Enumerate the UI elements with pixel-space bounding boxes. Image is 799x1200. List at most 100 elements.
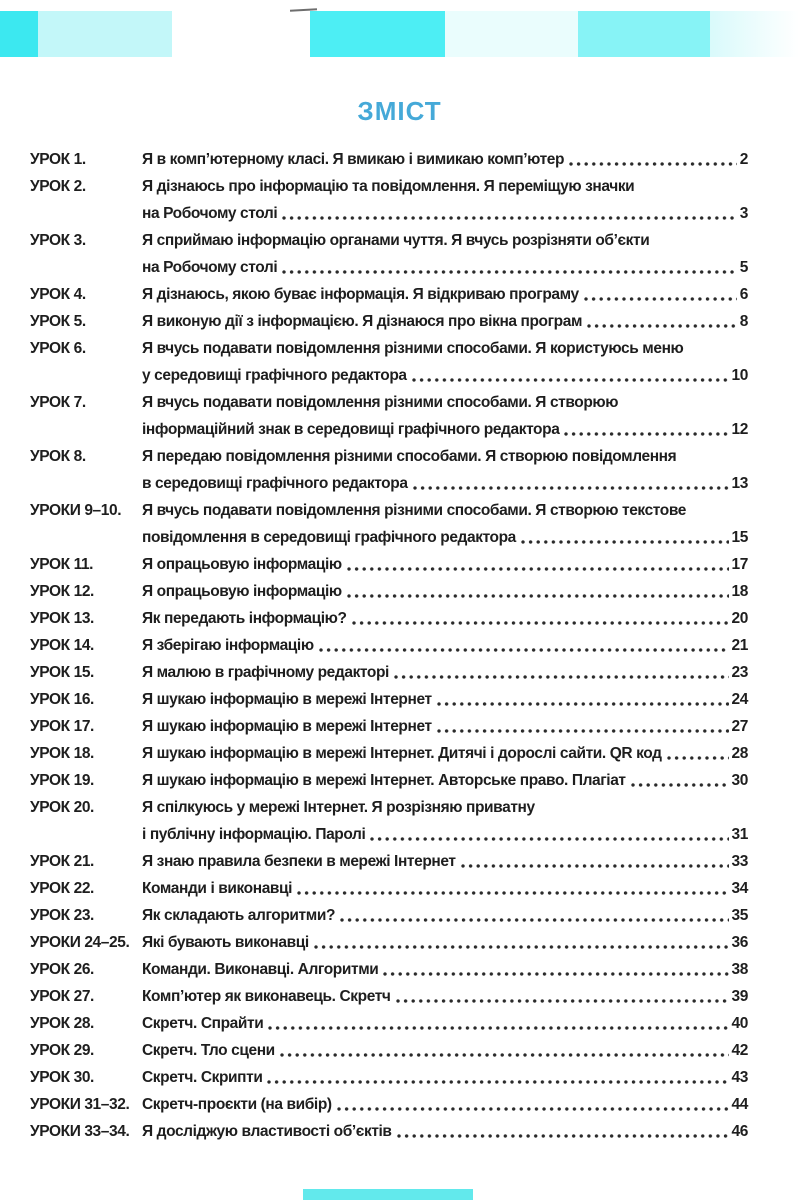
page-number: 2 <box>739 151 749 168</box>
lesson-title-last-line: повідомлення в середовищі графічного ред… <box>142 524 748 551</box>
lesson-body: Я вчусь подавати повідомлення різними сп… <box>142 389 748 443</box>
page-number: 20 <box>731 610 749 627</box>
toc-entry: УРОК 11. Я опрацьовую інформацію 17 <box>30 551 748 578</box>
lesson-title-last-line: інформаційний знак в середовищі графічно… <box>142 416 748 443</box>
lesson-body: Я вчусь подавати повідомлення різними сп… <box>142 335 748 389</box>
toc-entry: УРОКИ 31–32. Скретч-проєкти (на вибір) 44 <box>30 1091 748 1118</box>
lesson-title-last-line: Я шукаю інформацію в мережі Інтернет 24 <box>142 686 748 713</box>
dot-leader <box>460 848 729 875</box>
toc-entry: УРОК 13. Як передають інформацію? 20 <box>30 605 748 632</box>
lesson-body: Я шукаю інформацію в мережі Інтернет. Ди… <box>142 740 748 767</box>
lesson-number: УРОК 21. <box>30 853 94 870</box>
lesson-body: Скретч. Спрайти 40 <box>142 1010 748 1037</box>
dot-leader <box>520 524 729 551</box>
dot-leader <box>393 659 729 686</box>
dot-leader <box>297 875 729 902</box>
lesson-number: УРОК 19. <box>30 772 94 789</box>
page-number: 39 <box>731 988 749 1005</box>
toc-entry: УРОК 7. Я вчусь подавати повідомлення різ… <box>30 389 748 443</box>
lesson-body: Скретч. Скрипти 43 <box>142 1064 748 1091</box>
toc-entry: УРОКИ 24–25. Які бувають виконавці 36 <box>30 929 748 956</box>
lesson-number: УРОК 11. <box>30 556 94 573</box>
page-number: 3 <box>739 205 749 222</box>
toc-entry: УРОК 16. Я шукаю інформацію в мережі Інте… <box>30 686 748 713</box>
toc-entry: УРОК 12. Я опрацьовую інформацію 18 <box>30 578 748 605</box>
lesson-title: Я виконую дії з інформацією. Я дізнаюся … <box>142 313 583 330</box>
lesson-body: Я шукаю інформацію в мережі Інтернет. Ав… <box>142 767 748 794</box>
page-number: 30 <box>731 772 749 789</box>
lesson-title: Скретч. Тло сцени <box>142 1042 275 1059</box>
lesson-title-last-line: Я виконую дії з інформацією. Я дізнаюся … <box>142 308 748 335</box>
toc-entry: УРОК 29. Скретч. Тло сцени 42 <box>30 1037 748 1064</box>
lesson-number: УРОК 20. <box>30 799 94 816</box>
lesson-number: УРОК 28. <box>30 1015 94 1032</box>
lesson-number: УРОКИ 9–10. <box>30 502 122 519</box>
lesson-body: Я дізнаюсь про інформацію та повідомленн… <box>142 173 748 227</box>
toc-entry: УРОК 28. Скретч. Спрайти 40 <box>30 1010 748 1037</box>
page-number: 24 <box>731 691 749 708</box>
lesson-title-last-line: в середовищі графічного редактора 13 <box>142 470 748 497</box>
toc-entry: УРОКИ 33–34. Я досліджую властивості об’є… <box>30 1118 748 1145</box>
lesson-title-last-line: Скретч. Спрайти 40 <box>142 1010 748 1037</box>
lesson-title-last-line: Команди і виконавці 34 <box>142 875 748 902</box>
toc-entry: УРОК 18. Я шукаю інформацію в мережі Інте… <box>30 740 748 767</box>
lesson-title-last-line: Я знаю правила безпеки в мережі Інтернет… <box>142 848 748 875</box>
page-number: 18 <box>731 583 749 600</box>
dot-leader <box>411 362 729 389</box>
toc-entry: УРОК 4. Я дізнаюсь, якою буває інформація… <box>30 281 748 308</box>
lesson-body: Я виконую дії з інформацією. Я дізнаюся … <box>142 308 748 335</box>
page-number: 34 <box>731 880 749 897</box>
page-number: 13 <box>731 475 749 492</box>
page-number: 12 <box>731 421 749 438</box>
dot-leader <box>587 308 737 335</box>
lesson-number: УРОК 23. <box>30 907 94 924</box>
lesson-title: повідомлення в середовищі графічного ред… <box>142 529 516 546</box>
lesson-number: УРОК 27. <box>30 988 94 1005</box>
lesson-number: УРОК 3. <box>30 232 86 249</box>
lesson-body: Я малюю в графічному редакторі 23 <box>142 659 748 686</box>
lesson-title: Я досліджую властивості об’єктів <box>142 1123 392 1140</box>
lesson-number: УРОКИ 24–25. <box>30 934 130 951</box>
lesson-title-last-line: Скретч. Скрипти 43 <box>142 1064 748 1091</box>
page-number: 5 <box>739 259 749 276</box>
lesson-title: Я дізнаюсь, якою буває інформація. Я від… <box>142 286 579 303</box>
dot-leader <box>313 929 729 956</box>
decor-bar-top-left-bright <box>0 11 38 57</box>
dot-leader <box>279 1037 729 1064</box>
lesson-title-last-line: на Робочому столі 3 <box>142 200 748 227</box>
lesson-title-line: Я спілкуюсь у мережі Інтернет. Я розрізн… <box>142 799 535 816</box>
lesson-body: Я дізнаюсь, якою буває інформація. Я від… <box>142 281 748 308</box>
page-number: 42 <box>731 1042 749 1059</box>
page-number: 10 <box>731 367 749 384</box>
lesson-title: Які бувають виконавці <box>142 934 309 951</box>
dot-leader <box>436 713 729 740</box>
lesson-number: УРОК 26. <box>30 961 94 978</box>
lesson-title-last-line: Я в комп’ютерному класі. Я вмикаю і вими… <box>142 146 748 173</box>
lesson-body: Я вчусь подавати повідомлення різними сп… <box>142 497 748 551</box>
toc-entry: УРОК 22. Команди і виконавці 34 <box>30 875 748 902</box>
lesson-title-line: Я вчусь подавати повідомлення різними сп… <box>142 502 686 519</box>
lesson-body: Скретч. Тло сцени 42 <box>142 1037 748 1064</box>
lesson-number: УРОК 18. <box>30 745 94 762</box>
toc-entry: УРОК 20. Я спілкуюсь у мережі Інтернет. Я… <box>30 794 748 848</box>
dot-leader <box>569 146 737 173</box>
page-number: 33 <box>731 853 749 870</box>
page-number: 23 <box>731 664 749 681</box>
lesson-title: Як складають алгоритми? <box>142 907 336 924</box>
lesson-title-line: Я дізнаюсь про інформацію та повідомленн… <box>142 178 635 195</box>
lesson-title-line: Я вчусь подавати повідомлення різними сп… <box>142 394 619 411</box>
lesson-number: УРОК 2. <box>30 178 86 195</box>
lesson-title: Команди. Виконавці. Алгоритми <box>142 961 379 978</box>
toc-entry: УРОК 15. Я малюю в графічному редакторі 23 <box>30 659 748 686</box>
page-number: 31 <box>731 826 749 843</box>
dot-leader <box>351 605 729 632</box>
lesson-title-line: Я вчусь подавати повідомлення різними сп… <box>142 340 684 357</box>
lesson-title-last-line: Я досліджую властивості об’єктів 46 <box>142 1118 748 1145</box>
lesson-number: УРОК 13. <box>30 610 94 627</box>
page-number: 36 <box>731 934 749 951</box>
toc-entry: УРОК 27. Комп’ютер як виконавець. Скретч 3… <box>30 983 748 1010</box>
toc-list: УРОК 1. Я в комп’ютерному класі. Я вмикаю… <box>30 146 748 1145</box>
lesson-number: УРОК 29. <box>30 1042 94 1059</box>
lesson-title-last-line: Я опрацьовую інформацію 18 <box>142 578 748 605</box>
lesson-title-last-line: Я шукаю інформацію в мережі Інтернет 27 <box>142 713 748 740</box>
